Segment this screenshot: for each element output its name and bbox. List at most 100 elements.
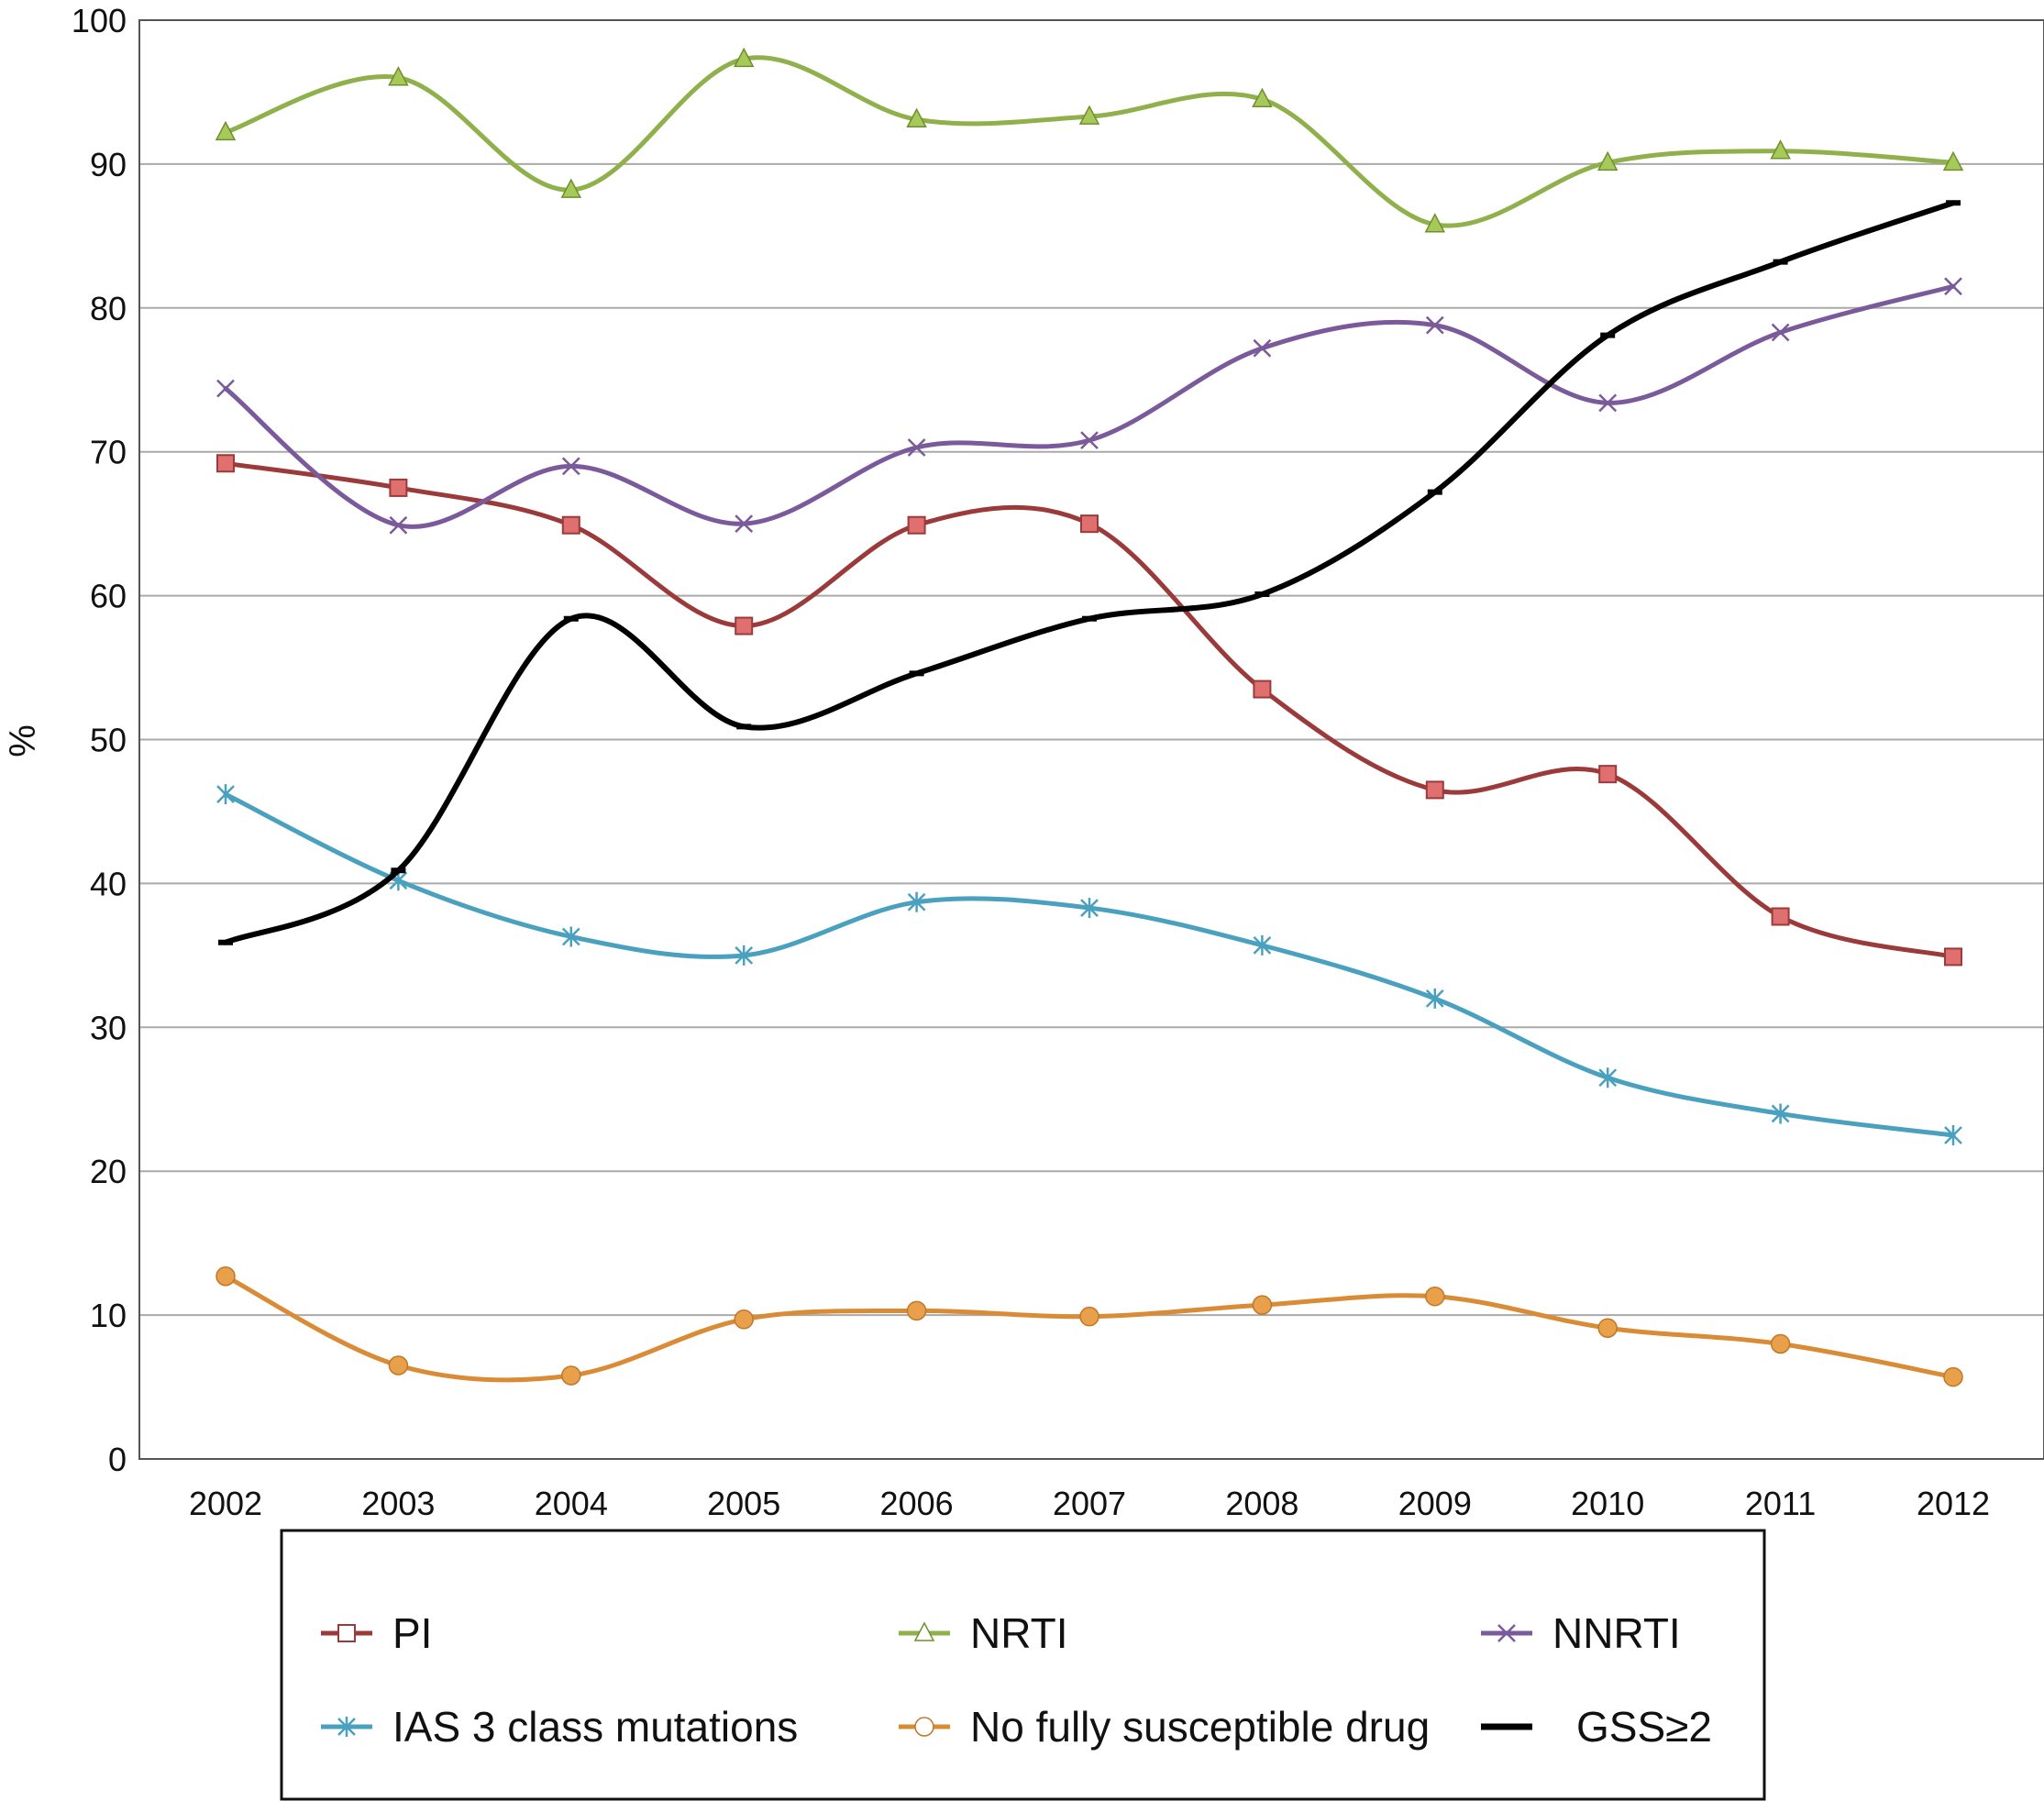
legend-label: No fully susceptible drug	[970, 1703, 1430, 1751]
y-axis-label: %	[3, 724, 43, 757]
data-point	[1425, 988, 1444, 1009]
y-tick-label: 60	[90, 578, 127, 615]
x-tick-label: 2010	[1571, 1485, 1644, 1522]
y-tick-label: 10	[90, 1297, 127, 1334]
legend-item: PI	[321, 1609, 432, 1657]
data-point	[216, 454, 235, 473]
data-point	[1942, 150, 1964, 171]
y-tick-label: 40	[90, 865, 127, 902]
legend-frame	[280, 1529, 1766, 1801]
legend-item: GSS≥2	[1481, 1703, 1712, 1751]
data-point	[1944, 1124, 1962, 1145]
series-no-fully-susceptible-drug	[215, 1265, 1963, 1387]
series-nrti	[215, 47, 1964, 233]
data-point	[1424, 213, 1446, 233]
data-point	[216, 784, 235, 805]
legend-swatch-marker	[337, 1624, 356, 1642]
legend-label: NNRTI	[1552, 1609, 1681, 1657]
legend-swatch-marker	[1497, 1624, 1516, 1642]
data-point	[388, 1355, 409, 1376]
data-point	[1078, 105, 1100, 125]
plot-area-frame	[138, 19, 2044, 1460]
data-point	[735, 616, 754, 635]
data-point	[907, 891, 926, 912]
data-point	[1425, 780, 1444, 800]
legend: PI NRTI NNRTI IAS 3 class mutations No fully…	[280, 1529, 1766, 1801]
data-point	[1597, 150, 1619, 171]
data-point	[561, 926, 580, 947]
x-tick-label: 2009	[1398, 1485, 1472, 1522]
x-tick-label: 2003	[361, 1485, 435, 1522]
legend-item: No fully susceptible drug	[899, 1703, 1430, 1751]
data-point	[907, 515, 926, 535]
data-point	[560, 178, 582, 198]
data-point	[388, 66, 409, 86]
data-point	[389, 515, 408, 535]
data-point	[215, 1265, 236, 1287]
data-point	[1770, 139, 1791, 160]
gridlines	[139, 162, 2044, 1317]
x-tick-label: 2011	[1745, 1485, 1816, 1522]
data-point	[1252, 87, 1273, 108]
axes	[138, 19, 2044, 1460]
series-gss-2	[218, 200, 1961, 945]
data-point	[1253, 680, 1272, 699]
data-point	[733, 47, 755, 68]
data-point	[906, 107, 927, 128]
series-line	[223, 791, 1956, 1138]
x-tick-label: 2012	[1917, 1485, 1990, 1522]
data-point	[1771, 323, 1790, 342]
data-point	[215, 120, 237, 141]
data-point	[1080, 431, 1099, 450]
x-tick-labels: 2002 2003 2004 2005 2006 2007 2008 2009 2010 2011…	[189, 1485, 1990, 1522]
legend-label: PI	[392, 1609, 432, 1657]
data-point	[1598, 765, 1618, 784]
data-point	[1253, 934, 1272, 956]
data-point	[1771, 1103, 1790, 1124]
data-point	[1080, 898, 1099, 919]
data-point	[1598, 393, 1618, 413]
data-point	[1080, 514, 1099, 534]
data-point	[735, 514, 754, 534]
data-point	[561, 1365, 581, 1386]
x-tick-label: 2004	[535, 1485, 608, 1522]
series-nnrti	[216, 277, 1962, 535]
data-point	[561, 515, 580, 535]
data-point	[1771, 907, 1790, 926]
y-tick-label: 0	[108, 1441, 127, 1478]
data-point	[216, 379, 235, 398]
data-point	[1597, 1318, 1618, 1338]
y-tick-label: 50	[90, 722, 127, 759]
y-tick-label: 30	[90, 1009, 127, 1046]
data-point	[1770, 1333, 1791, 1354]
data-point	[906, 1300, 927, 1321]
x-tick-label: 2006	[880, 1485, 954, 1522]
x-tick-label: 2005	[707, 1485, 780, 1522]
data-point	[734, 1309, 754, 1330]
data-point	[1079, 1306, 1099, 1327]
legend-item: IAS 3 class mutations	[321, 1703, 798, 1751]
legend-item: NRTI	[899, 1609, 1068, 1657]
x-tick-label: 2008	[1225, 1485, 1298, 1522]
data-point	[1943, 1366, 1963, 1387]
y-tick-label: 90	[90, 146, 127, 183]
data-point	[389, 478, 408, 497]
legend-label: GSS≥2	[1576, 1703, 1712, 1751]
data-point	[1944, 947, 1962, 967]
data-point	[1425, 1286, 1445, 1307]
series-pi	[216, 454, 1962, 967]
y-tick-label: 100	[72, 2, 127, 39]
legend-swatch-marker	[914, 1717, 934, 1737]
series-line	[223, 1274, 1956, 1383]
data-point	[561, 457, 580, 476]
data-point	[1252, 1295, 1273, 1315]
data-point	[1944, 277, 1962, 296]
data-point	[735, 945, 754, 966]
data-point	[907, 438, 926, 457]
x-tick-label: 2002	[189, 1485, 262, 1522]
data-point	[1598, 1067, 1618, 1088]
series-line	[223, 283, 1956, 529]
y-tick-label: 80	[90, 290, 127, 327]
legend-swatch-marker	[913, 1621, 935, 1641]
